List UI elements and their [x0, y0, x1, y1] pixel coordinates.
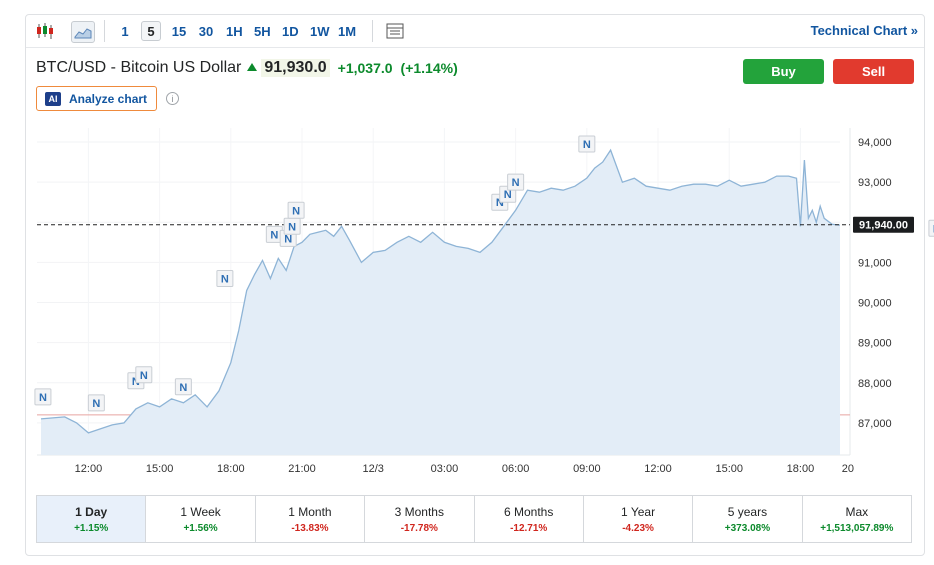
news-marker-label: N: [221, 273, 229, 285]
candlestick-icon[interactable]: [34, 21, 56, 41]
period-change: +1.15%: [74, 522, 109, 534]
news-marker-box: [507, 173, 525, 191]
news-marker[interactable]: N: [174, 378, 192, 396]
period-tab-3-months[interactable]: 3 Months -17.78%: [365, 496, 475, 542]
news-marker-box: [216, 269, 234, 287]
news-marker-label: N: [512, 177, 520, 189]
news-marker-label: N: [933, 223, 934, 235]
news-marker[interactable]: N: [507, 173, 525, 191]
period-label: 1 Month: [288, 504, 332, 519]
news-marker[interactable]: N: [87, 394, 105, 412]
period-change: -12.71%: [510, 522, 548, 534]
buy-button[interactable]: Buy: [743, 59, 824, 84]
last-price: 91,930.0: [261, 59, 330, 77]
news-marker-box: [928, 219, 934, 237]
area-chart-icon[interactable]: [71, 21, 95, 43]
ai-icon: AI: [45, 91, 61, 106]
news-marker-label: N: [39, 392, 47, 404]
interval-15[interactable]: 15: [171, 23, 187, 39]
period-tab-max[interactable]: Max +1,513,057.89%: [803, 496, 911, 542]
interval-1[interactable]: 1: [121, 23, 129, 39]
watermark-suffix: .com: [134, 352, 161, 367]
performance-periods: 1 Day +1.15% 1 Week +1.56% 1 Month -13.83% 3 M…: [36, 495, 912, 543]
news-marker-box: [287, 201, 305, 219]
interval-1d[interactable]: 1D: [282, 23, 299, 39]
period-tab-1-week[interactable]: 1 Week +1.56%: [146, 496, 256, 542]
period-change: +1.56%: [183, 522, 218, 534]
news-marker-label: N: [140, 370, 148, 382]
period-tab-5-years[interactable]: 5 years +373.08%: [693, 496, 803, 542]
news-marker[interactable]: N: [283, 217, 301, 235]
period-label: Max: [845, 504, 869, 519]
toolbar-divider: [104, 20, 105, 42]
instrument-header: BTC/USD - Bitcoin US Dollar 91,930.0 +1,…: [36, 59, 458, 77]
news-marker-label: N: [92, 398, 100, 410]
period-tab-1-day[interactable]: 1 Day +1.15%: [37, 496, 147, 542]
news-marker-label: N: [179, 382, 187, 394]
interval-30[interactable]: 30: [198, 23, 214, 39]
instrument-name: BTC/USD - Bitcoin US Dollar: [36, 59, 242, 76]
analyze-chart-button[interactable]: AI Analyze chart: [36, 86, 157, 111]
period-change: +373.08%: [724, 522, 771, 534]
period-change: +1,513,057.89%: [820, 522, 894, 534]
analyze-chart-label: Analyze chart: [69, 91, 148, 106]
indicators-icon[interactable]: [384, 21, 406, 41]
news-marker-label: N: [504, 189, 512, 201]
period-tab-6-months[interactable]: 6 Months -12.71%: [475, 496, 584, 542]
interval-1m[interactable]: 1M: [338, 23, 357, 39]
news-marker[interactable]: N: [34, 388, 52, 406]
news-marker-box: [87, 394, 105, 412]
period-tab-1-year[interactable]: 1 Year -4.23%: [584, 496, 694, 542]
news-marker[interactable]: N: [216, 269, 234, 287]
news-marker-label: N: [583, 139, 591, 151]
news-marker-label: N: [496, 197, 504, 209]
price-change: +1,037.0: [337, 60, 393, 76]
period-label: 1 Day: [75, 504, 108, 519]
interval-5[interactable]: 5: [141, 21, 161, 41]
interval-1w[interactable]: 1W: [310, 23, 330, 39]
news-marker-box: [34, 388, 52, 406]
toolbar-divider: [372, 20, 373, 42]
news-marker-box: [135, 366, 153, 384]
period-label: 1 Week: [180, 504, 221, 519]
news-marker[interactable]: N: [928, 219, 934, 237]
news-marker-label: N: [270, 229, 278, 241]
period-change: -17.78%: [400, 522, 438, 534]
news-marker-box: [578, 135, 596, 153]
watermark-brand: Investing: [51, 347, 135, 369]
up-arrow-icon: [247, 63, 258, 71]
period-label: 5 years: [727, 504, 768, 519]
interval-5h[interactable]: 5H: [254, 23, 271, 39]
news-marker[interactable]: N: [287, 201, 305, 219]
period-change: -13.83%: [291, 522, 329, 534]
info-icon[interactable]: i: [166, 92, 179, 105]
news-marker-label: N: [292, 205, 300, 217]
period-tab-1-month[interactable]: 1 Month -13.83%: [256, 496, 366, 542]
chart-toolbar: 1 5 15 30 1H 5H 1D 1W 1M Technical Chart »: [26, 15, 924, 48]
news-marker-label: N: [288, 221, 296, 233]
news-marker[interactable]: N: [578, 135, 596, 153]
period-label: 3 Months: [394, 504, 444, 519]
period-change: -4.23%: [622, 522, 654, 534]
sell-button[interactable]: Sell: [833, 59, 914, 84]
news-marker-box: [174, 378, 192, 396]
price-change-percent: (+1.14%): [400, 60, 458, 76]
technical-chart-link[interactable]: Technical Chart »: [810, 23, 918, 38]
news-marker[interactable]: N: [135, 366, 153, 384]
news-marker-label: N: [284, 233, 292, 245]
chart-widget: 1 5 15 30 1H 5H 1D 1W 1M Technical Chart » BTC/U…: [25, 14, 925, 556]
interval-1h[interactable]: 1H: [226, 23, 243, 39]
period-label: 1 Year: [621, 504, 656, 519]
period-label: 6 Months: [504, 504, 554, 519]
